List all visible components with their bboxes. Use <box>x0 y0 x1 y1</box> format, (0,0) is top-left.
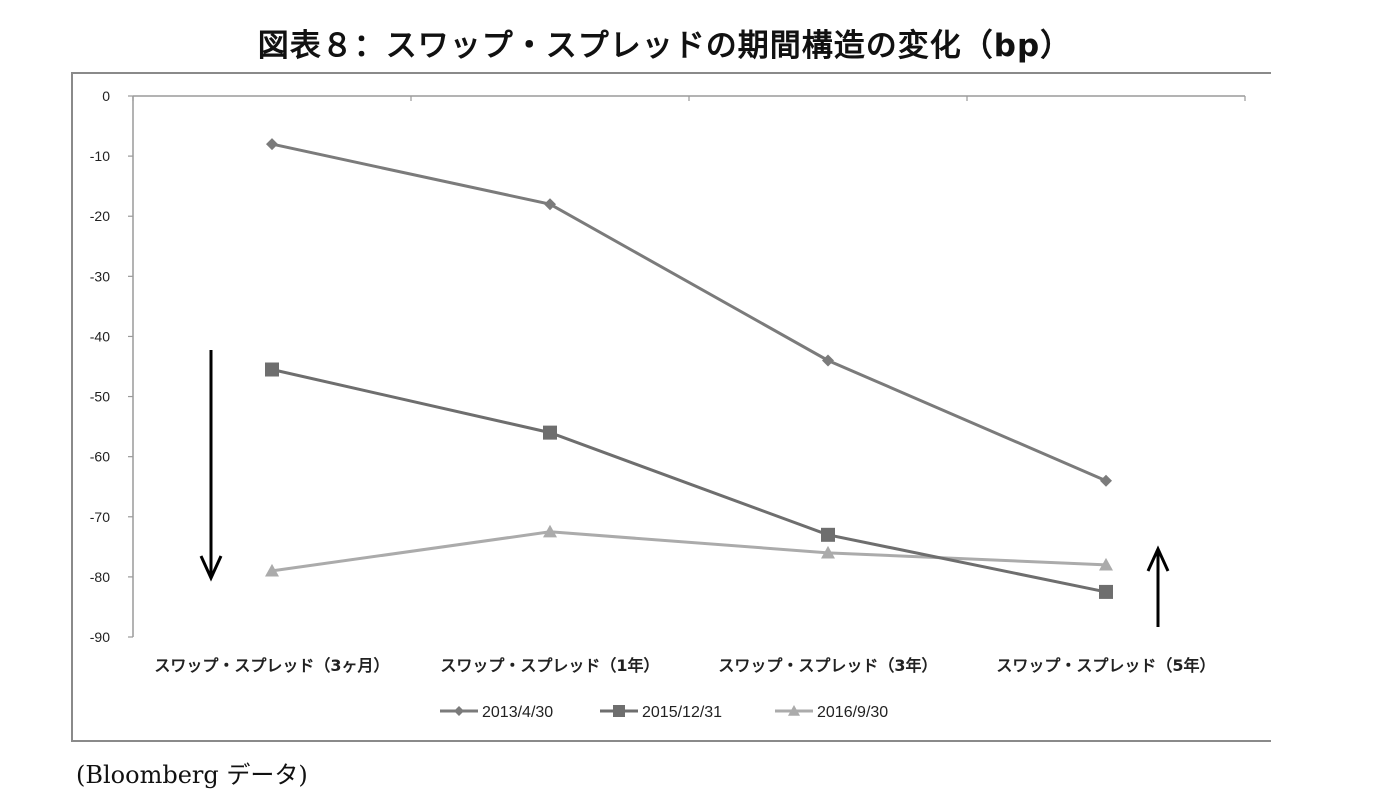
legend-label: 2016/9/30 <box>817 704 888 721</box>
triangle-marker <box>821 545 835 559</box>
legend-item: 2016/9/30 <box>775 704 888 721</box>
triangle-marker <box>265 563 279 577</box>
source-note: (Bloomberg データ) <box>76 761 308 789</box>
square-marker <box>1099 584 1113 599</box>
x-category-label: スワップ・スプレッド（5年） <box>996 656 1215 675</box>
y-tick-label: -30 <box>90 268 110 284</box>
legend: 2013/4/30 2015/12/31 2016/9/30 <box>440 704 888 721</box>
series-line <box>271 530 1107 573</box>
series-layer <box>265 138 1113 599</box>
square-marker <box>821 527 835 542</box>
legend-item: 2015/12/31 <box>600 704 722 721</box>
diamond-marker <box>544 198 556 211</box>
y-tick-label: -70 <box>90 509 110 525</box>
series-line <box>271 368 1107 594</box>
annotations <box>199 350 1170 627</box>
chart-frame <box>71 72 1271 742</box>
diamond-marker <box>266 138 278 151</box>
axes: 0 -10 -20 -30 -40 -50 -60 -70 -80 -90 スワップ・スプレッド（3… <box>90 88 1246 675</box>
series-2016-9-30 <box>265 524 1113 577</box>
triangle-marker <box>543 524 557 538</box>
y-tick-label: -80 <box>90 569 110 585</box>
y-tick-label: 0 <box>102 88 110 104</box>
series-line <box>271 142 1107 483</box>
y-tick-label: -50 <box>90 389 110 405</box>
diamond-marker <box>1100 474 1112 487</box>
legend-label: 2015/12/31 <box>642 704 722 721</box>
x-category-label: スワップ・スプレッド（1年） <box>440 656 659 675</box>
chart-title: 図表８：スワップ・スプレッドの期間構造の変化（bp） <box>257 28 1073 64</box>
square-marker <box>265 362 279 377</box>
x-category-label: スワップ・スプレッド（3年） <box>718 656 937 675</box>
y-tick-label: -20 <box>90 208 110 224</box>
triangle-marker <box>788 705 800 716</box>
series-2015-12-31 <box>265 362 1113 599</box>
legend-label: 2013/4/30 <box>482 704 553 721</box>
y-tick-label: -10 <box>90 148 110 164</box>
square-marker <box>543 425 557 440</box>
y-tick-label: -40 <box>90 328 110 344</box>
diamond-marker <box>822 354 834 367</box>
diamond-marker <box>454 706 464 716</box>
x-category-label: スワップ・スプレッド（3ヶ月） <box>154 656 389 675</box>
down-arrow-head <box>199 555 223 582</box>
y-tick-label: -90 <box>90 629 110 645</box>
up-arrow-head <box>1146 545 1170 572</box>
legend-item: 2013/4/30 <box>440 704 553 721</box>
y-tick-label: -60 <box>90 449 110 465</box>
series-2013-4-30 <box>266 138 1112 487</box>
square-marker <box>613 705 625 717</box>
triangle-marker <box>1099 557 1113 571</box>
